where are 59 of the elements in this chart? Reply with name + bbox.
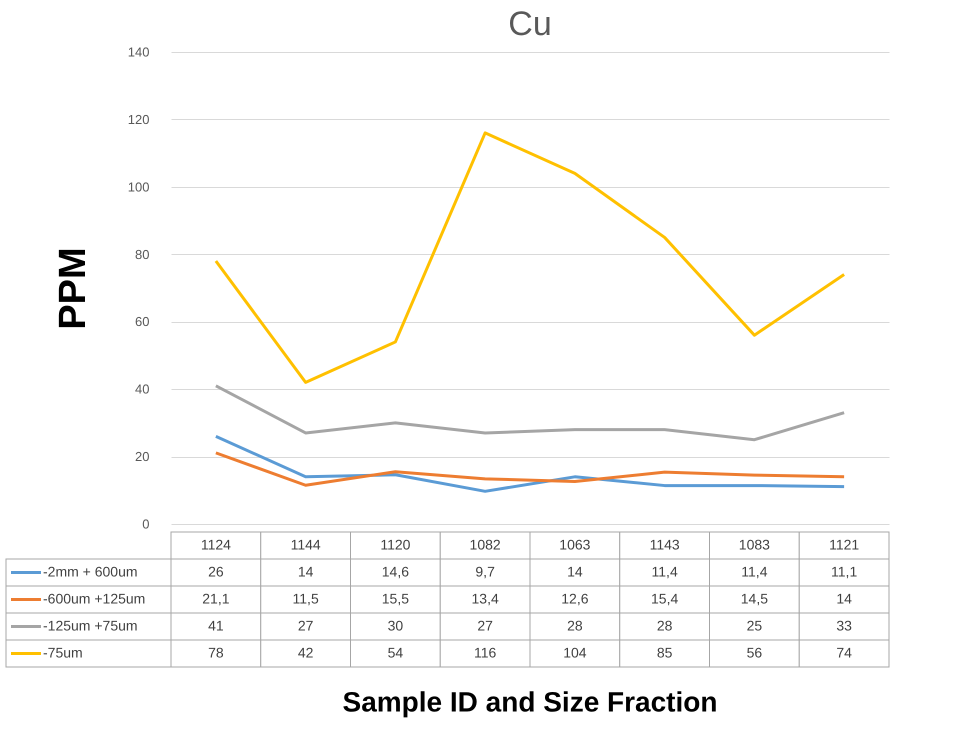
data-label: 11,4 xyxy=(652,564,678,580)
data-label: 27 xyxy=(477,618,494,634)
x-tick-label: 1120 xyxy=(380,536,411,552)
x-tick-label: 1083 xyxy=(738,536,770,552)
data-label: 28 xyxy=(656,618,673,634)
data-label: 14,5 xyxy=(740,590,768,606)
x-tick-label: 1124 xyxy=(200,536,232,552)
y-tick-label: 0 xyxy=(142,516,150,532)
chart-title: Cu xyxy=(508,5,552,43)
legend-label: -2mm + 600um xyxy=(43,564,138,580)
data-label: 26 xyxy=(208,564,224,580)
x-tick-label: 1143 xyxy=(650,536,680,552)
line-series xyxy=(214,434,846,493)
x-tick-label: 1121 xyxy=(829,536,860,552)
data-label: 14 xyxy=(567,564,583,580)
data-label: 116 xyxy=(474,644,496,660)
data-label: 42 xyxy=(298,644,314,660)
legend-label: -75um xyxy=(43,644,83,660)
x-tick-label: 1063 xyxy=(559,536,591,552)
y-tick-label: 20 xyxy=(135,449,150,464)
data-label: 25 xyxy=(746,618,762,634)
data-label: 33 xyxy=(836,618,852,634)
data-label: 12,6 xyxy=(561,590,589,606)
data-label: 30 xyxy=(388,618,404,634)
data-label: 15,4 xyxy=(651,590,678,606)
data-label: 14,6 xyxy=(382,564,410,580)
line-series xyxy=(214,451,846,487)
x-tick-label: 1082 xyxy=(470,536,501,552)
legend-label: -600um +125um xyxy=(43,590,146,606)
data-label: 11,5 xyxy=(292,590,319,606)
data-label: 13,4 xyxy=(472,590,499,606)
legend-label: -125um +75um xyxy=(43,618,138,634)
data-label: 41 xyxy=(208,618,224,634)
y-tick-label: 140 xyxy=(128,44,150,60)
data-label: 104 xyxy=(563,644,587,660)
data-label: 85 xyxy=(656,644,673,660)
data-label: 15,5 xyxy=(382,590,410,606)
data-label: 14 xyxy=(298,564,314,580)
y-tick-label: 100 xyxy=(128,179,150,194)
data-label: 54 xyxy=(388,644,404,660)
line-series xyxy=(214,384,846,442)
data-label: 74 xyxy=(836,644,852,660)
y-axis-title: PPM xyxy=(52,247,94,330)
data-label: 14 xyxy=(836,590,852,606)
data-label: 21,1 xyxy=(202,590,230,606)
y-tick-label: 80 xyxy=(135,246,150,262)
y-tick-label: 60 xyxy=(135,314,150,330)
y-tick-label: 120 xyxy=(128,112,150,127)
y-tick-label: 40 xyxy=(135,382,150,397)
data-label: 78 xyxy=(208,644,224,660)
data-label: 11,4 xyxy=(741,564,768,580)
data-label: 9,7 xyxy=(475,564,496,580)
data-label: 27 xyxy=(298,618,314,634)
data-label: 56 xyxy=(746,644,762,660)
data-label: 28 xyxy=(567,618,583,634)
data-label: 11,1 xyxy=(831,564,858,580)
line-series xyxy=(214,131,846,384)
x-axis-title: Sample ID and Size Fraction xyxy=(342,686,718,718)
x-tick-label: 1144 xyxy=(290,536,321,552)
